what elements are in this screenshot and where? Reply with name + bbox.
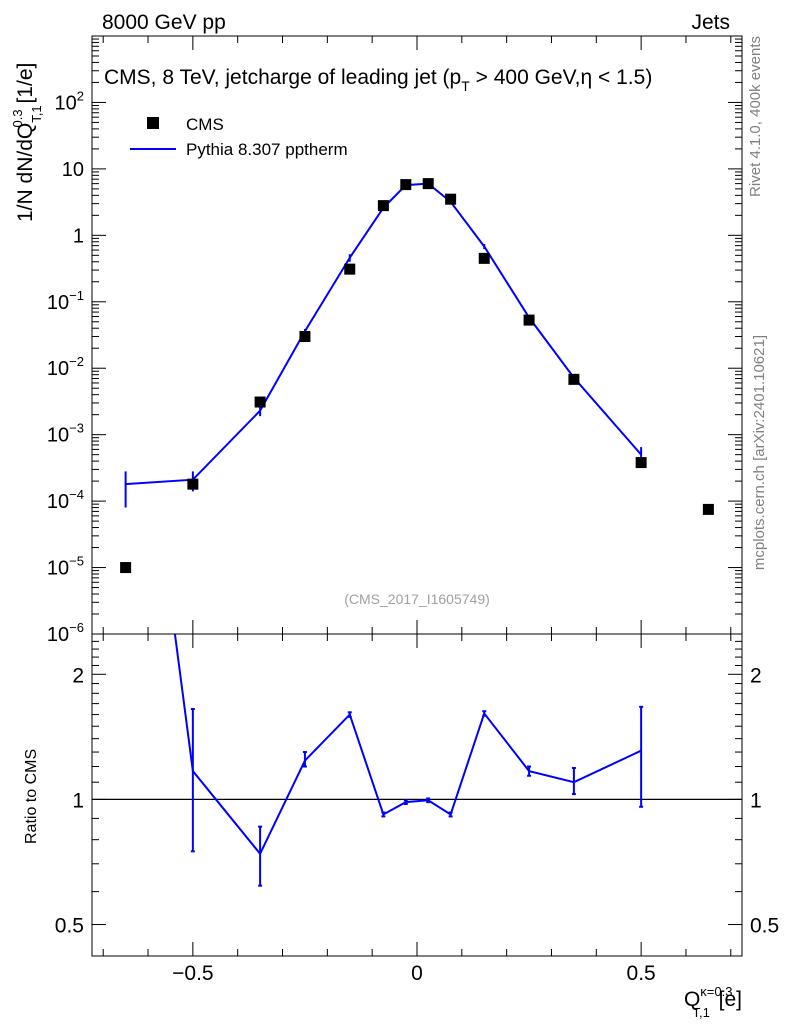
cms-data-point [254, 396, 266, 408]
ratio-y-tick-label: 1 [72, 789, 84, 812]
ratio-y-tick-label-right: 2 [750, 664, 762, 687]
cms-data-point [120, 562, 132, 574]
y-tick-label: 10 [62, 159, 84, 181]
collision-label: 8000 GeV pp [102, 11, 226, 34]
category-label: Jets [691, 11, 730, 34]
y-tick-label: 10−3 [47, 421, 84, 447]
cms-data-point [478, 252, 490, 264]
rivet-label: Rivet 4.1.0, 400k events [747, 36, 764, 197]
cms-data-point [523, 314, 535, 326]
legend-pythia-label: Pythia 8.307 pptherm [186, 140, 348, 159]
ratio-series [173, 634, 644, 887]
y-tick-label: 10−6 [47, 620, 84, 646]
cms-data-point [344, 263, 356, 275]
main-ylabel: 1/N dN/dQT,10.3 [1/e] [10, 63, 44, 222]
y-tick-label: 10−5 [47, 554, 84, 580]
ratio-y-tick-label: 2 [72, 664, 84, 687]
xlabel: Qκ=0.3 T,1 [e] [684, 984, 742, 1020]
ratio-plot-frame [91, 633, 743, 957]
cms-data-point [635, 457, 647, 469]
x-tick-label: −0.5 [172, 962, 213, 985]
ratio-ylabel: Ratio to CMS [23, 749, 40, 844]
cms-data-point [377, 200, 389, 212]
x-tick-label: 0.5 [627, 962, 656, 985]
cms-data-point [568, 373, 580, 385]
ratio-y-tick-label-right: 0.5 [750, 915, 779, 938]
x-tick-label: 0 [411, 962, 423, 985]
ratio-y-tick-label-right: 1 [750, 789, 762, 812]
cms-data-point [702, 503, 714, 515]
ratio-line [173, 634, 642, 856]
cms-data-point [445, 193, 457, 205]
main-series [120, 178, 714, 574]
cms-data-point [299, 331, 311, 343]
pythia-line [125, 182, 642, 486]
cms-data-point [400, 179, 412, 191]
legend-cms-marker [147, 117, 159, 129]
y-tick-label: 102 [55, 88, 84, 114]
analysis-id: (CMS_2017_I1605749) [344, 591, 490, 607]
legend-cms-label: CMS [186, 115, 224, 134]
cms-data-point [187, 478, 199, 490]
cms-data-point [422, 178, 434, 190]
ratio-y-tick-label: 0.5 [55, 915, 84, 938]
axis-ticks: −0.5 0 0.5 10−6 10−5 10−4 10−3 10−2 10−1 1 10 102 0.… [47, 35, 779, 985]
mcplots-label: mcplots.cern.ch [arXiv:2401.10621] [751, 335, 768, 570]
y-tick-label: 10−4 [47, 487, 84, 513]
y-tick-label: 10−2 [47, 354, 84, 380]
y-tick-label: 10−1 [47, 288, 84, 314]
y-tick-label: 1 [73, 225, 84, 247]
plot-title: CMS, 8 TeV, jetcharge of leading jet (pT… [104, 66, 652, 94]
